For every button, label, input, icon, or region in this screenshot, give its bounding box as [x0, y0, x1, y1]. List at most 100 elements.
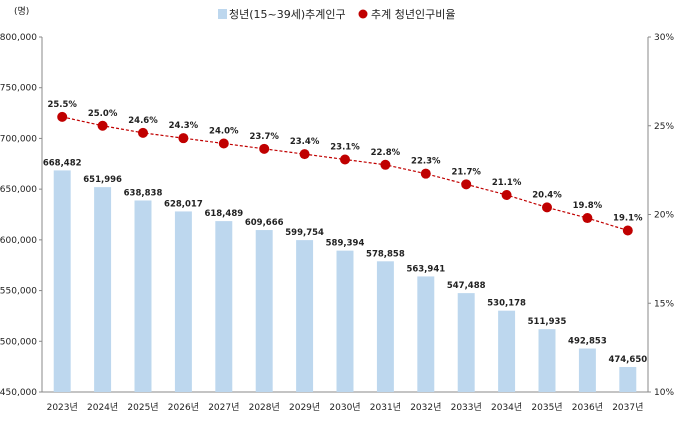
bar: [296, 240, 314, 392]
y-right-tick-label: 15%: [654, 299, 674, 309]
bar-value-label: 547,488: [447, 281, 486, 291]
x-tick-label: 2030년: [329, 402, 360, 413]
bar-value-label: 668,482: [43, 158, 82, 168]
legend-bar-label: 청년(15~39세)추계인구: [229, 8, 346, 21]
bar: [498, 310, 516, 392]
ratio-labels: 25.5% 25.0% 24.6% 24.3% 24.0% 23.7% 23.4% 23.1%…: [47, 100, 643, 224]
ratio-value-label: 24.6%: [128, 116, 158, 126]
bar: [134, 200, 152, 392]
ratio-point: [138, 127, 148, 138]
x-tick-label: 2027년: [208, 402, 239, 413]
x-tick-label: 2024년: [87, 402, 118, 413]
bar: [538, 329, 556, 392]
y-left-tick-label: 500,000: [0, 337, 37, 347]
bars: [53, 170, 637, 392]
bar: [376, 261, 394, 392]
y-right-tick-label: 10%: [654, 388, 674, 398]
x-tick-label: 2029년: [289, 402, 320, 413]
x-tick-label: 2031년: [370, 402, 401, 413]
ratio-point: [420, 168, 431, 179]
ratio-point: [542, 202, 552, 213]
legend-line-marker: [358, 9, 368, 19]
bar: [94, 187, 112, 392]
bar-value-label: 511,935: [528, 317, 567, 327]
bar-value-label: 651,996: [83, 175, 122, 185]
y-left-tick-label: 700,000: [0, 134, 37, 144]
ratio-point: [461, 179, 472, 190]
ratio-value-label: 19.1%: [613, 213, 643, 223]
ratio-value-label: 22.8%: [371, 148, 401, 158]
bar-value-label: 599,754: [285, 228, 324, 238]
x-axis-ticks: 2023년 2024년 2025년 2026년 2027년 2028년 2029년 2030년…: [47, 402, 644, 413]
legend: 청년(15~39세)추계인구 추계 청년인구비율: [218, 8, 455, 21]
y-left-tick-label: 800,000: [0, 33, 37, 43]
x-tick-label: 2032년: [410, 402, 441, 413]
ratio-point: [259, 143, 270, 154]
ratio-value-label: 25.0%: [88, 109, 118, 119]
y-left-tick-label: 750,000: [0, 84, 37, 94]
ratio-point: [340, 154, 350, 165]
x-tick-label: 2037년: [612, 402, 643, 413]
ratio-point: [582, 213, 593, 224]
y-left-unit-label: (명): [14, 6, 29, 17]
y-right-tick-label: 20%: [654, 211, 674, 221]
bar: [53, 170, 71, 392]
bar: [417, 276, 435, 392]
bar-value-label: 638,838: [124, 188, 163, 198]
legend-bar-swatch: [218, 9, 227, 19]
y-left-tick-label: 650,000: [0, 185, 37, 195]
ratio-value-label: 23.4%: [290, 137, 320, 147]
y-right-tick-label: 30%: [654, 33, 674, 43]
x-tick-label: 2033년: [451, 402, 482, 413]
ratio-value-label: 22.3%: [411, 157, 441, 167]
bar-value-label: 618,489: [204, 209, 243, 219]
y-left-tick-label: 600,000: [0, 236, 37, 246]
ratio-value-label: 23.7%: [249, 132, 279, 142]
x-tick-label: 2028년: [249, 402, 280, 413]
bar-value-label: 492,853: [568, 337, 607, 347]
legend-line-label: 추계 청년인구비율: [371, 8, 455, 21]
bar: [174, 211, 192, 392]
bar-value-label: 563,941: [406, 264, 445, 274]
ratio-point: [501, 189, 512, 200]
x-tick-label: 2035년: [531, 402, 562, 413]
bar: [255, 230, 273, 392]
ratio-line: [57, 111, 633, 236]
bar-value-label: 578,858: [366, 249, 405, 259]
ratio-point: [218, 138, 229, 149]
x-tick-label: 2026년: [168, 402, 199, 413]
bar-value-label: 474,650: [608, 355, 647, 365]
y-left-ticks: 450,000 500,000 550,000 600,000 650,000 700,0…: [0, 33, 42, 398]
ratio-value-label: 24.0%: [209, 127, 239, 137]
ratio-point: [622, 225, 633, 236]
ratio-value-label: 20.4%: [532, 190, 562, 200]
y-left-tick-label: 450,000: [0, 388, 37, 398]
ratio-point: [299, 149, 310, 160]
y-right-ticks: 10% 15% 20% 25% 30%: [648, 33, 674, 398]
bar: [336, 250, 354, 392]
bar-labels: 668,482651,996638,838628,017618,489609,6…: [43, 158, 647, 365]
bar: [578, 348, 596, 392]
bar-value-label: 530,178: [487, 299, 526, 309]
y-left-tick-label: 550,000: [0, 287, 37, 297]
y-right-tick-label: 25%: [654, 122, 674, 132]
x-tick-label: 2036년: [572, 402, 603, 413]
ratio-value-label: 21.7%: [451, 167, 481, 177]
ratio-value-label: 23.1%: [330, 142, 360, 152]
ratio-point: [57, 111, 68, 122]
bar-value-label: 609,666: [245, 218, 284, 228]
bar-value-label: 589,394: [326, 239, 365, 249]
x-tick-label: 2023년: [47, 402, 78, 413]
bar: [215, 221, 233, 392]
bar: [619, 366, 637, 392]
ratio-value-label: 25.5%: [47, 100, 77, 110]
x-tick-label: 2034년: [491, 402, 522, 413]
ratio-point: [97, 120, 108, 131]
ratio-value-label: 19.8%: [573, 201, 603, 211]
ratio-value-label: 24.3%: [169, 121, 199, 131]
x-tick-label: 2025년: [127, 402, 158, 413]
ratio-value-label: 21.1%: [492, 178, 522, 188]
bar: [457, 293, 475, 392]
ratio-point: [380, 159, 391, 170]
